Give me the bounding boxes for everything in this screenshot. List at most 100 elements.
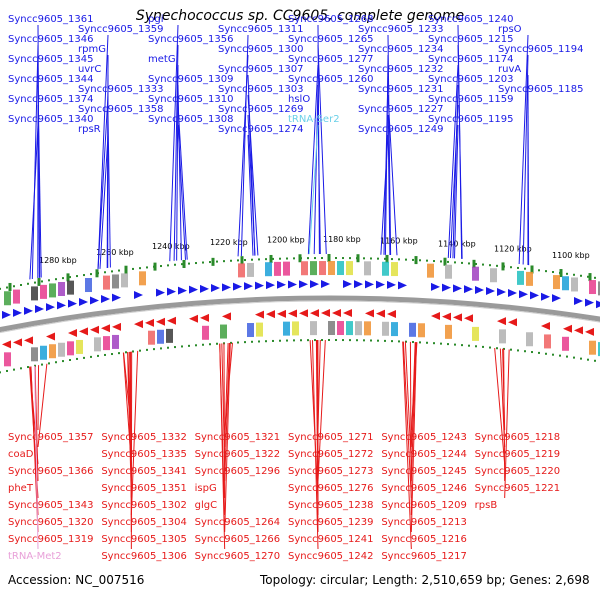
ring-dot [440, 260, 442, 263]
plus-gene-label: Syncc9605_1311 [218, 24, 304, 35]
plus-gene-label: Syncc9605_1194 [498, 44, 584, 55]
plus-gene-arrow [68, 299, 77, 308]
plus-gene-label: rpsO [498, 24, 522, 35]
ring-dot [230, 259, 232, 262]
ring-dot [251, 258, 253, 261]
ring-dot [244, 259, 246, 262]
ring-dot [41, 280, 43, 283]
ring-dot [314, 257, 316, 260]
gene-leader-line [219, 343, 226, 550]
tick-label: 1280 kbp [39, 256, 77, 265]
ring-dot [587, 275, 589, 278]
ring-dot [377, 257, 379, 260]
plus-gene-label: hslO [288, 94, 310, 105]
minus-gene-label: Syncc9605_1321 [195, 432, 281, 443]
minus-gene-label: ispG [195, 483, 217, 494]
ring-dot [293, 257, 295, 260]
ring-dot [489, 346, 491, 349]
outer-feature-block [49, 283, 56, 298]
gene-leader-line [447, 64, 459, 258]
ring-dot [279, 339, 281, 342]
ring-dot [356, 339, 358, 342]
ring-dot [489, 264, 491, 267]
minus-gene-label: Syncc9605_1273 [288, 466, 374, 477]
minus-gene-label: Syncc9605_1272 [288, 449, 374, 460]
inner-feature-block [544, 334, 551, 349]
tick-label: 1100 kbp [552, 251, 590, 260]
outer-feature-block [274, 261, 281, 276]
plus-gene-arrow [552, 294, 561, 303]
ring-dot [391, 258, 393, 261]
minus-gene-arrow [24, 336, 33, 345]
outer-feature-block [121, 273, 128, 288]
inner-feature-block [67, 341, 74, 356]
ring-dot [209, 261, 211, 264]
outer-feature-block [4, 291, 11, 306]
plus-gene-label: Syncc9605_1265 [288, 34, 374, 45]
ring-dot [447, 260, 449, 263]
outer-feature-block [445, 264, 452, 279]
ring-dot [384, 257, 386, 260]
plus-gene-arrow [431, 282, 440, 291]
inner-feature-block [562, 336, 569, 351]
inner-feature-block [112, 334, 119, 349]
plus-gene-label: Syncc9605_1358 [78, 104, 164, 115]
gene-leader-line [37, 84, 42, 278]
gene-leader-line [309, 340, 319, 499]
ring-tick [385, 254, 389, 263]
minus-gene-label: glgC [195, 500, 217, 511]
plus-gene-arrow [189, 285, 198, 294]
ring-dot [517, 266, 519, 269]
plus-gene-label: Syncc9605_1308 [148, 114, 234, 125]
plus-gene-label: Syncc9605_1345 [8, 54, 94, 65]
outer-feature-block [571, 277, 578, 292]
plus-gene-arrow [24, 306, 33, 315]
inner-feature-block [445, 324, 452, 339]
outer-feature-block [283, 261, 290, 276]
ring-dot [594, 359, 596, 362]
ring-dot [384, 339, 386, 342]
minus-gene-label: Syncc9605_1238 [288, 500, 374, 511]
plus-gene-arrow [101, 294, 110, 303]
plus-gene-arrow [277, 280, 286, 289]
ring-dot [377, 339, 379, 342]
ring-dot [237, 341, 239, 344]
plus-gene-label: Syncc9605_1231 [358, 84, 444, 95]
plus-gene-arrow [321, 280, 330, 289]
outer-feature-block [310, 261, 317, 276]
genome-summary-text: Topology: circular; Length: 2,510,659 bp… [260, 573, 590, 587]
plus-gene-arrow [266, 281, 275, 290]
ring-dot [496, 264, 498, 267]
ring-dot [538, 269, 540, 272]
minus-gene-arrow [79, 327, 88, 336]
inner-feature-block [391, 322, 398, 337]
inner-feature-block [220, 324, 227, 339]
inner-feature-block [589, 340, 596, 355]
ring-dot [251, 340, 253, 343]
minus-gene-label: Syncc9605_1305 [101, 534, 187, 545]
inner-feature-block [247, 323, 254, 338]
gene-leader-line [503, 348, 506, 482]
gene-leader-line [247, 114, 256, 256]
outer-feature-block [598, 281, 600, 296]
ring-dot [468, 262, 470, 265]
ring-dot [321, 257, 323, 260]
outer-feature-block [526, 271, 533, 286]
outer-feature-block [589, 280, 596, 295]
ring-dot [594, 276, 596, 279]
minus-gene-label: Syncc9605_1276 [288, 483, 374, 494]
gene-leader-line [99, 134, 109, 269]
minus-gene-label: Syncc9605_1239 [288, 517, 374, 528]
plus-gene-label: Syncc9605_1346 [8, 34, 94, 45]
plus-gene-label: Syncc9605_1277 [288, 54, 374, 65]
inner-feature-block [409, 322, 416, 337]
gene-leader-line [173, 44, 179, 261]
ring-dot [412, 258, 414, 261]
minus-gene-arrow [431, 311, 440, 320]
gene-leader-line [527, 94, 530, 266]
accession-text: Accession: NC_007516 [8, 573, 145, 587]
plus-gene-arrow [156, 288, 165, 297]
gene-leader-line [454, 124, 459, 259]
ring-dot [41, 363, 43, 366]
plus-gene-arrow [376, 280, 385, 289]
